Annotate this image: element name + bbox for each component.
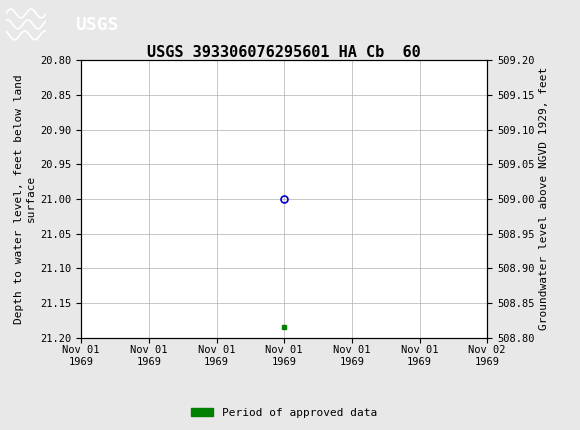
Y-axis label: Depth to water level, feet below land
surface: Depth to water level, feet below land su… [14,74,36,324]
Y-axis label: Groundwater level above NGVD 1929, feet: Groundwater level above NGVD 1929, feet [539,67,549,331]
Text: USGS 393306076295601 HA Cb  60: USGS 393306076295601 HA Cb 60 [147,46,421,60]
Text: USGS: USGS [75,16,119,34]
Legend: Period of approved data: Period of approved data [187,403,382,422]
